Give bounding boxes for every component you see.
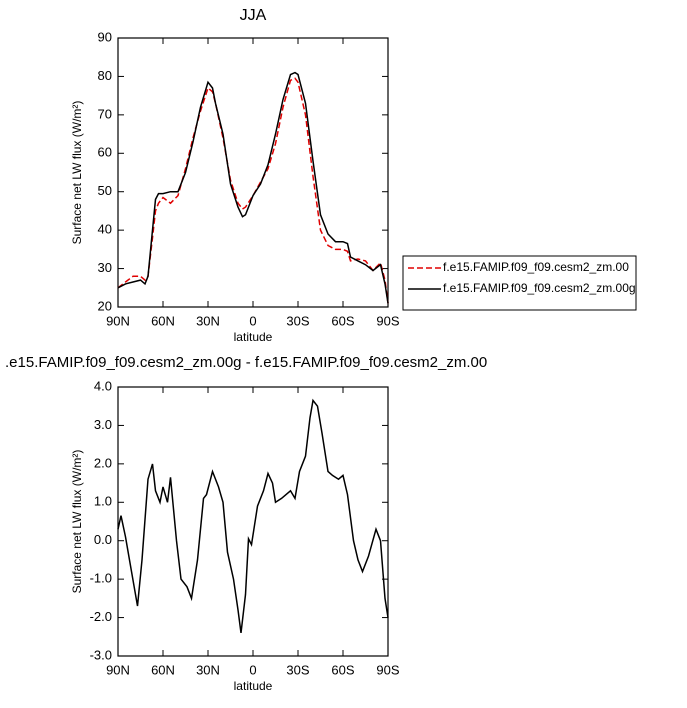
x-tick-label: 30N xyxy=(196,662,220,677)
plot-frame xyxy=(117,386,389,657)
y-tick-label: 90 xyxy=(98,29,112,44)
chart-title: JJA xyxy=(240,7,267,24)
y-tick-label: -2.0 xyxy=(90,609,112,624)
y-tick-label: 40 xyxy=(98,222,112,237)
legend-label: f.e15.FAMIP.f09_f09.cesm2_zm.00g xyxy=(443,281,636,295)
x-tick-label: 30S xyxy=(286,662,309,677)
y-tick-label: -3.0 xyxy=(90,647,112,662)
y-tick-label: 80 xyxy=(98,68,112,83)
x-tick-label: 60S xyxy=(331,662,354,677)
x-tick-label: 30N xyxy=(196,313,220,328)
data-line xyxy=(117,71,389,304)
x-tick-label: 90N xyxy=(106,313,130,328)
y-tick-label: 70 xyxy=(98,106,112,121)
x-tick-label: 90S xyxy=(376,662,399,677)
x-tick-label: 60S xyxy=(331,313,354,328)
y-axis-label: Surface net LW flux (W/m²) xyxy=(70,101,84,245)
legend-box xyxy=(402,255,637,311)
y-tick-label: 0.0 xyxy=(94,532,112,547)
y-tick-label: 60 xyxy=(98,145,112,160)
x-tick-label: 60N xyxy=(151,662,175,677)
x-tick-label: 90S xyxy=(376,313,399,328)
y-axis-label: Surface net LW flux (W/m²) xyxy=(70,450,84,594)
data-line xyxy=(117,398,389,633)
plot-frame xyxy=(117,37,389,308)
y-tick-label: 2.0 xyxy=(94,455,112,470)
x-tick-label: 30S xyxy=(286,313,309,328)
y-tick-label: 30 xyxy=(98,260,112,275)
x-tick-label: 60N xyxy=(151,313,175,328)
y-tick-label: 1.0 xyxy=(94,494,112,509)
x-tick-label: 90N xyxy=(106,662,130,677)
y-tick-label: 50 xyxy=(98,183,112,198)
x-axis-label: latitude xyxy=(234,679,273,693)
y-tick-label: -1.0 xyxy=(90,571,112,586)
chart-title: .e15.FAMIP.f09_f09.cesm2_zm.00g - f.e15.… xyxy=(5,354,487,371)
legend-label: f.e15.FAMIP.f09_f09.cesm2_zm.00 xyxy=(443,260,629,274)
x-tick-label: 0 xyxy=(249,662,256,677)
x-tick-label: 0 xyxy=(249,313,256,328)
y-tick-label: 20 xyxy=(98,298,112,313)
x-axis-label: latitude xyxy=(234,330,273,344)
y-tick-label: 3.0 xyxy=(94,417,112,432)
data-line xyxy=(117,77,389,304)
y-tick-label: 4.0 xyxy=(94,378,112,393)
